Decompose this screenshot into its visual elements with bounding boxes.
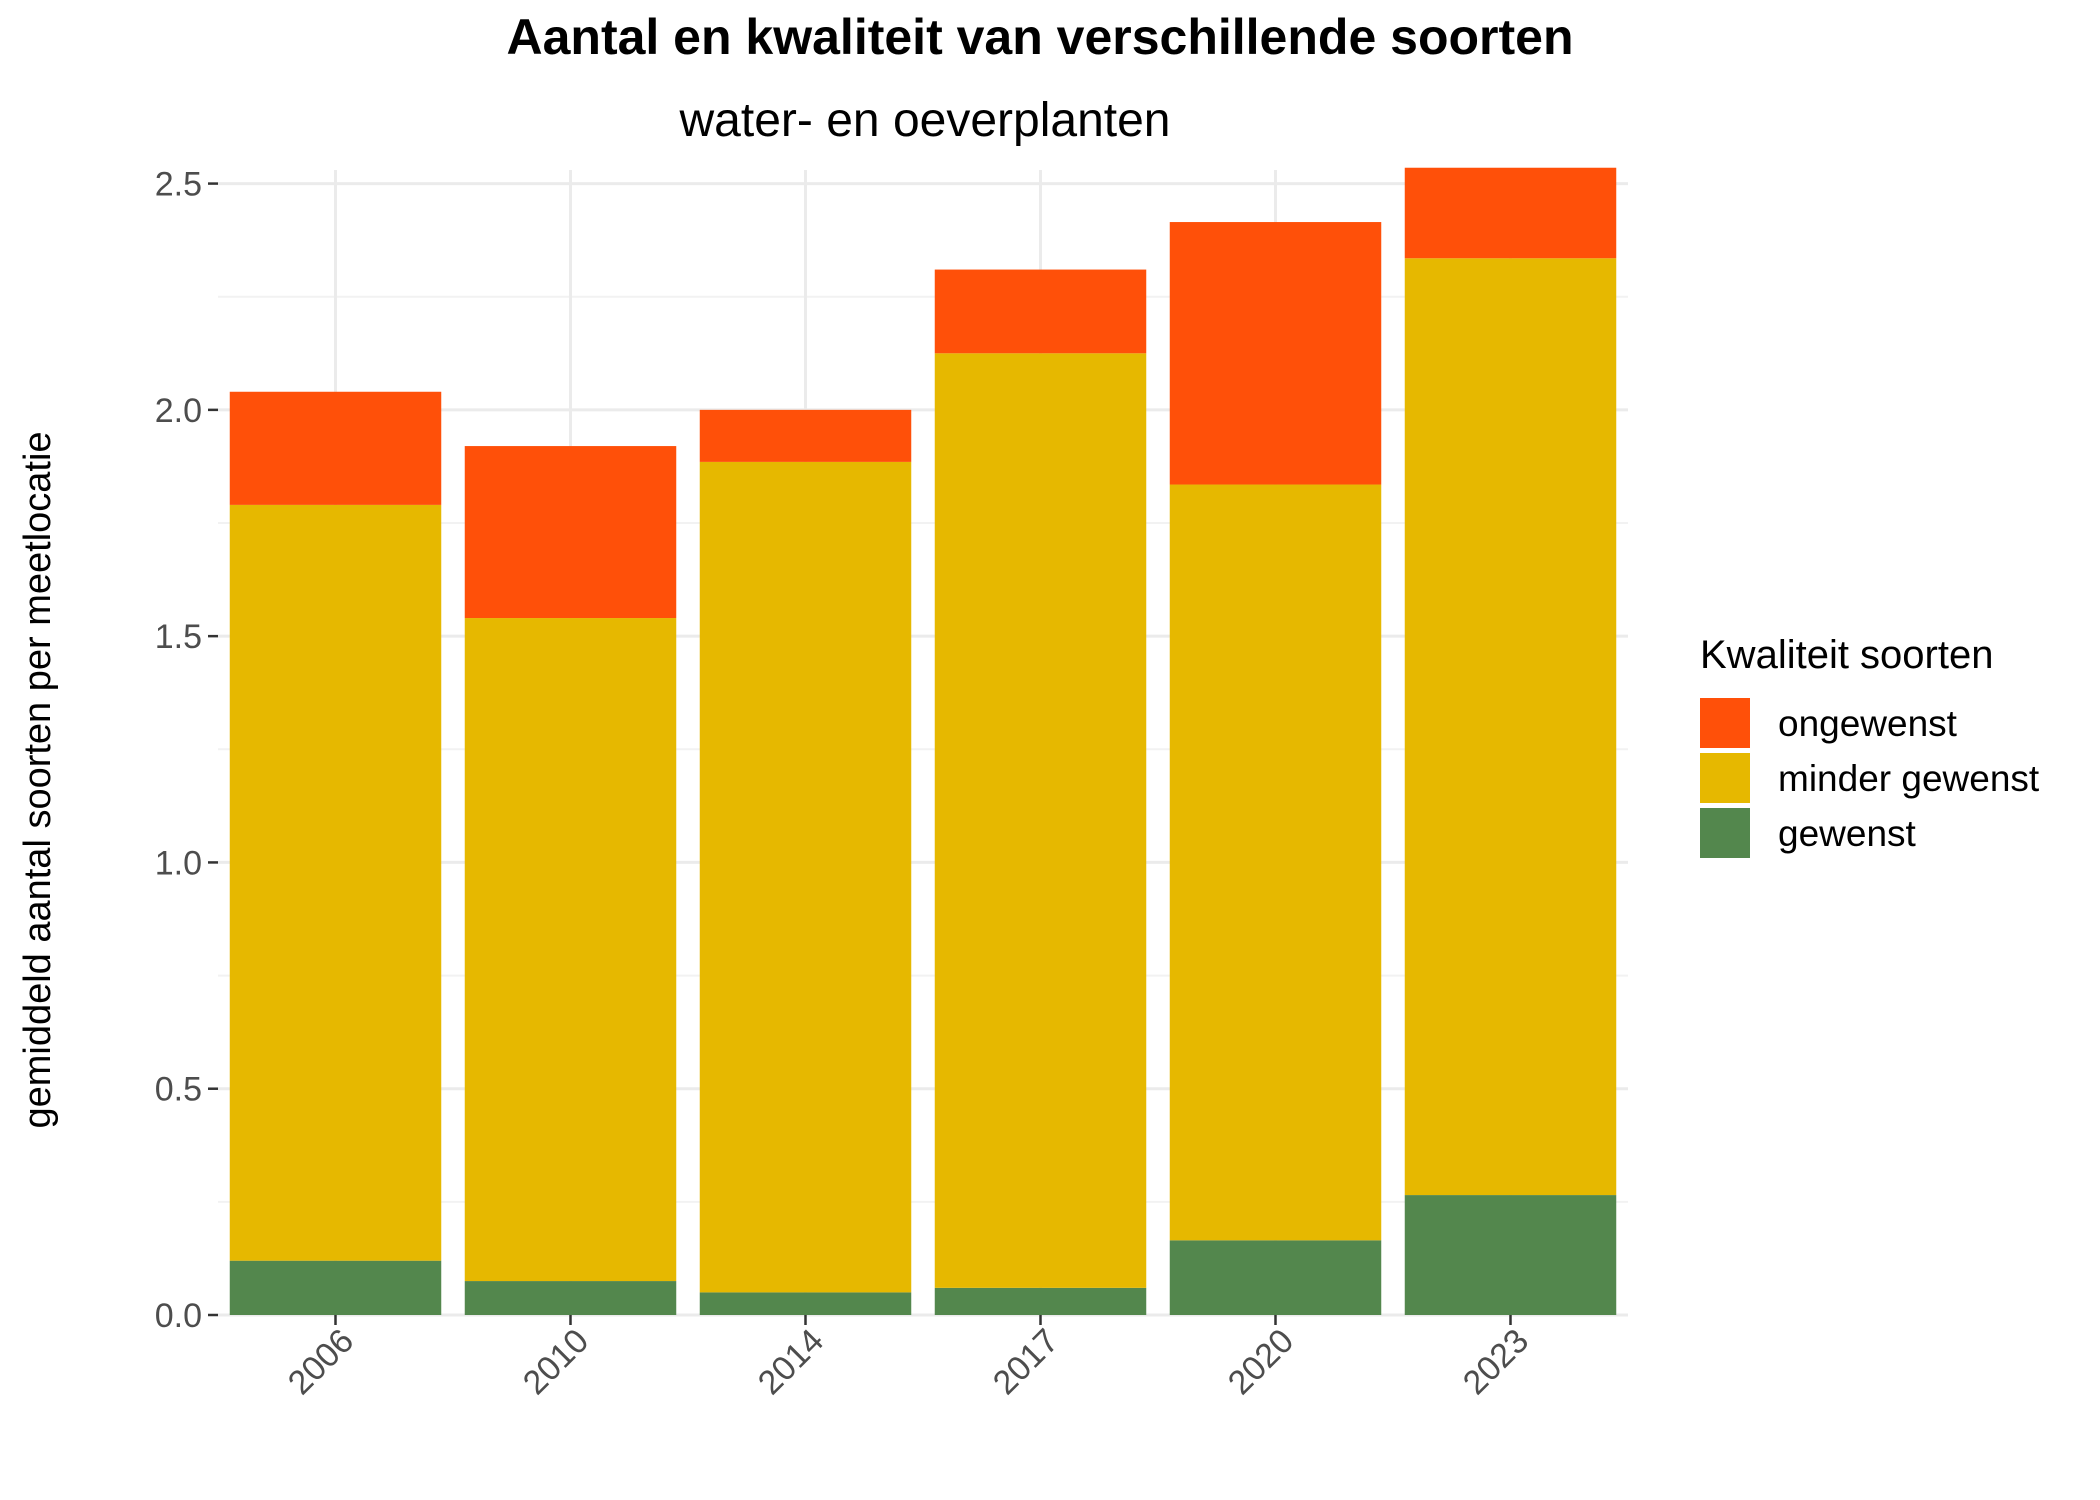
bar-ongewenst-2014: [699, 409, 912, 462]
bar-ongewenst-2010: [464, 446, 677, 619]
bar-minder-gewenst-2023: [1404, 258, 1617, 1196]
legend-label: ongewenst: [1778, 703, 1958, 744]
legend-key-ongewenst: [1700, 698, 1750, 748]
legend-label: gewenst: [1778, 813, 1917, 854]
bar-gewenst-2017: [934, 1287, 1147, 1315]
y-tick-label: 0.5: [155, 1071, 202, 1109]
x-tick-label: 2023: [1456, 1322, 1536, 1402]
x-tick-label: 2010: [516, 1322, 596, 1402]
y-tick-label: 2.0: [155, 392, 202, 430]
bar-gewenst-2014: [699, 1292, 912, 1315]
y-tick-label: 0.0: [155, 1297, 202, 1335]
bar-ongewenst-2017: [934, 269, 1147, 354]
bar-minder-gewenst-2020: [1169, 484, 1382, 1241]
y-axis-title: gemiddeld aantal soorten per meetlocatie: [17, 431, 59, 1128]
bar-minder-gewenst-2014: [699, 461, 912, 1293]
legend-key-gewenst: [1700, 808, 1750, 858]
x-tick-label: 2014: [751, 1322, 831, 1402]
bar-gewenst-2020: [1169, 1240, 1382, 1315]
x-tick-label: 2017: [986, 1322, 1066, 1402]
legend-label: minder gewenst: [1778, 758, 2040, 799]
chart-subtitle: water- en oeverplanten: [679, 94, 1171, 147]
chart-title: Aantal en kwaliteit van verschillende so…: [506, 9, 1573, 65]
bar-gewenst-2010: [464, 1281, 677, 1315]
bar-ongewenst-2023: [1404, 167, 1617, 259]
legend: Kwaliteit soorten ongewenst minder gewens…: [1700, 633, 2040, 858]
bar-ongewenst-2006: [229, 391, 442, 505]
bar-minder-gewenst-2006: [229, 504, 442, 1261]
y-tick-label: 2.5: [155, 166, 202, 204]
x-tick-label: 2006: [281, 1322, 361, 1402]
bar-minder-gewenst-2017: [934, 353, 1147, 1288]
y-tick-label: 1.5: [155, 618, 202, 656]
legend-title: Kwaliteit soorten: [1700, 633, 1993, 677]
bars: [229, 167, 1617, 1315]
bar-ongewenst-2020: [1169, 222, 1382, 485]
y-tick-label: 1.0: [155, 844, 202, 882]
x-tick-label: 2020: [1221, 1322, 1301, 1402]
bar-gewenst-2023: [1404, 1195, 1617, 1315]
bar-gewenst-2006: [229, 1260, 442, 1315]
bar-minder-gewenst-2010: [464, 618, 677, 1282]
legend-key-minder-gewenst: [1700, 753, 1750, 803]
